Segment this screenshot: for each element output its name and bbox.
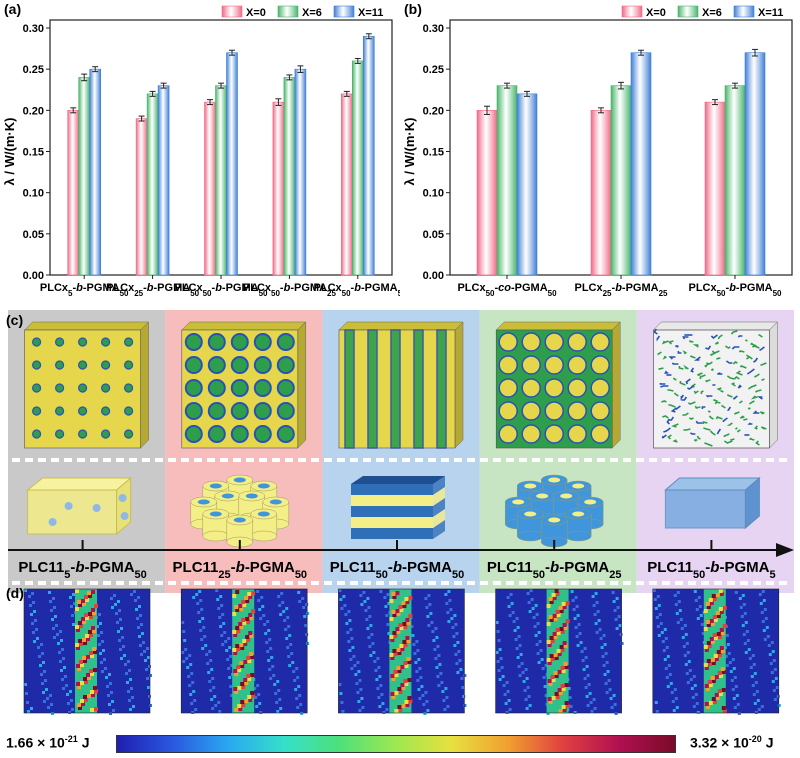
y-tick-label: 0.20	[23, 105, 44, 117]
colorbar-min-label: 1.66 × 10-21 J	[6, 734, 90, 751]
y-tick-label: 0.00	[423, 270, 444, 282]
energy-map-1	[23, 588, 152, 715]
colorbar: 1.66 × 10-21 J 3.32 × 10-20 J	[0, 728, 800, 758]
bar	[89, 68, 101, 276]
bar	[226, 52, 238, 276]
y-tick-label: 0.10	[423, 188, 444, 200]
legend-swatch	[333, 5, 355, 18]
legend-swatch	[221, 5, 243, 18]
y-tick-label: 0.30	[423, 23, 444, 35]
panel-d: (d)	[6, 585, 794, 720]
axis-label: PLC1125-b-PGMA50	[173, 559, 308, 581]
axis-arrowhead	[776, 543, 794, 557]
x-tick-label: PLCx50-b-PGMA25	[243, 282, 337, 298]
legend-label: X=11	[358, 7, 383, 19]
x-tick-label: PLCx50-b-PGMA50	[174, 282, 268, 298]
legend-label: X=0	[646, 7, 666, 19]
legend-swatch	[677, 5, 699, 18]
y-axis-label: λ / W/(m·K)	[2, 118, 17, 186]
y-tick-label: 0.25	[423, 64, 444, 76]
legend-swatch	[621, 5, 643, 18]
legend-swatch	[277, 5, 299, 18]
y-tick-label: 0.25	[23, 64, 44, 76]
bar	[146, 93, 159, 276]
panel-c: PLC115-b-PGMA50 PLC1125-b-PGMA50 PLC1150-b…	[6, 310, 794, 593]
panel-c-label: (c)	[6, 312, 24, 328]
x-tick-label: PLCx50-b-PGMA50	[688, 282, 782, 298]
energy-map-5	[652, 588, 781, 715]
colorbar-gradient	[116, 735, 676, 753]
panel-d-maps	[23, 588, 781, 715]
chart-b: (b) 0.00 0.05 0.10 0.15 0.20 0.25 0.30 λ / W/(m…	[402, 1, 793, 298]
bar	[135, 118, 148, 276]
y-axis-label: λ / W/(m·K)	[402, 118, 417, 186]
legend-label: X=6	[302, 7, 322, 19]
model-lamellae	[351, 476, 445, 539]
bar	[362, 35, 375, 276]
colorbar-max-label: 3.32 × 10-20 J	[690, 734, 774, 751]
legend-label: X=11	[758, 7, 783, 19]
chart-a: (a) 0.00 0.05 0.10 0.15 0.20 0.25 0.30 λ / W/(m…	[2, 1, 400, 298]
simulation-box-lamellae	[338, 321, 464, 449]
bar	[590, 110, 612, 276]
simulation-box-inverse-cylinders	[495, 321, 621, 449]
x-tick-label: PLCx50-co-PGMA50	[457, 282, 557, 298]
chart-a-panel-label: (a)	[4, 1, 21, 17]
bar	[78, 77, 90, 276]
x-tick-label: PLCx25-b-PGMA25	[574, 282, 668, 298]
y-tick-label: 0.30	[23, 23, 44, 35]
x-tick-label: PLCx5-b-PGMA50	[40, 282, 129, 298]
simulation-box-spheres	[23, 321, 150, 449]
simulation-box-disordered	[652, 321, 779, 449]
chart-b-panel-label: (b)	[404, 1, 422, 17]
axis-label: PLC115-b-PGMA50	[18, 559, 146, 581]
y-tick-label: 0.05	[23, 229, 44, 241]
bar	[67, 110, 79, 276]
bar	[283, 77, 296, 276]
x-tick-label: PLCx25-b-PGMA50	[106, 282, 200, 298]
bar	[516, 93, 538, 276]
legend-swatch	[733, 5, 755, 18]
model-spheres	[26, 476, 132, 536]
y-tick-label: 0.15	[23, 147, 44, 159]
model-disordered	[664, 476, 761, 530]
panel-c-illustration: PLC115-b-PGMA50 PLC1125-b-PGMA50 PLC1150-b…	[8, 310, 794, 593]
model-cylinders	[190, 474, 290, 548]
y-tick-label: 0.20	[423, 105, 444, 117]
legend-label: X=0	[246, 7, 266, 19]
bar	[340, 93, 353, 276]
bar	[272, 101, 285, 276]
bar	[204, 101, 216, 276]
y-tick-label: 0.00	[23, 270, 44, 282]
panel-d-label: (d)	[6, 585, 24, 601]
axis-label: PLC1150-b-PGMA25	[487, 559, 622, 581]
bar	[157, 85, 170, 276]
bar	[610, 85, 632, 276]
energy-map-3	[338, 588, 467, 715]
simulation-box-cylinders	[181, 321, 307, 449]
bar	[724, 85, 746, 276]
bar	[215, 85, 227, 276]
bar	[294, 68, 307, 276]
y-tick-label: 0.10	[23, 188, 44, 200]
bar	[351, 60, 364, 276]
energy-map-2	[180, 588, 310, 715]
bar	[744, 52, 766, 276]
bar	[704, 101, 726, 276]
energy-map-4	[495, 588, 624, 715]
legend-label: X=6	[702, 7, 722, 19]
x-tick-label: PLCx50-b-PGMA5	[314, 282, 400, 298]
model-inverse-cylinders	[504, 474, 604, 548]
y-tick-label: 0.05	[423, 229, 444, 241]
bar	[476, 110, 498, 276]
bar	[496, 85, 518, 276]
axis-label: PLC1150-b-PGMA50	[330, 559, 465, 581]
bar	[630, 52, 652, 276]
y-tick-label: 0.15	[423, 147, 444, 159]
axis-label: PLC1150-b-PGMA5	[647, 559, 775, 581]
